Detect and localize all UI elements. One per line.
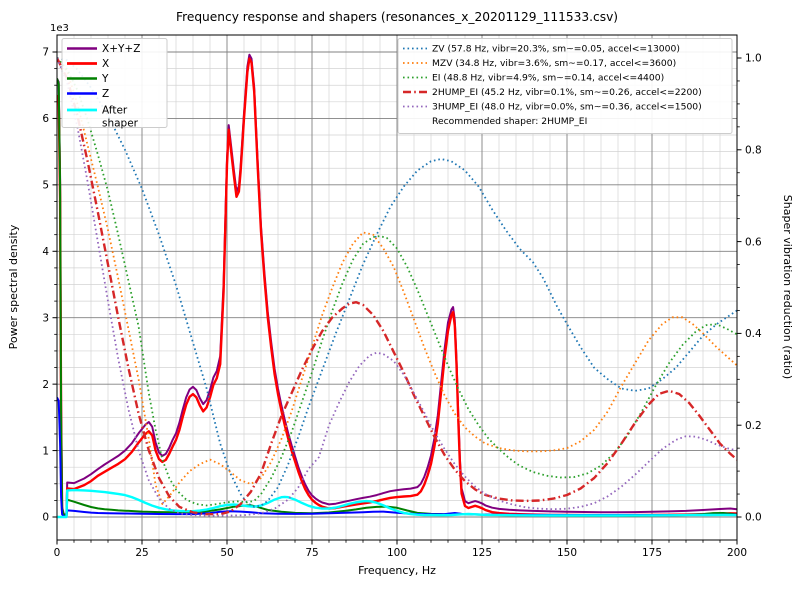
legend-label: X+Y+Z xyxy=(102,43,140,55)
y-left-tick-label: 5 xyxy=(42,180,49,192)
legend-item-x-y-z: X+Y+Z xyxy=(67,43,140,55)
legend-label: X xyxy=(102,58,109,70)
y-axis-left-label: Power spectral density xyxy=(7,224,20,349)
series-x xyxy=(57,57,737,517)
legend-left xyxy=(61,38,168,128)
x-tick-label: 25 xyxy=(135,547,148,559)
x-tick-label: 175 xyxy=(642,547,662,559)
x-axis-label: Frequency, Hz xyxy=(358,564,436,577)
y-left-tick-label: 3 xyxy=(42,312,49,324)
legend-item-z: Z xyxy=(67,88,109,100)
legend-label: EI (48.8 Hz, vibr=4.9%, sm~=0.14, accel<… xyxy=(432,73,664,84)
y-right-tick-label: 0.4 xyxy=(745,328,762,340)
legend-label: 3HUMP_EI (48.0 Hz, vibr=0.0%, sm~=0.36, … xyxy=(432,102,702,113)
y-axis-right-label: Shaper vibration reduction (ratio) xyxy=(781,195,794,379)
legend-item-x: X xyxy=(67,58,109,70)
y-right-tick-label: 0.6 xyxy=(745,236,762,248)
series-x-y-z xyxy=(57,53,737,516)
legend-label: MZV (34.8 Hz, vibr=3.6%, sm~=0.17, accel… xyxy=(432,58,676,69)
legend-label: Z xyxy=(102,88,109,100)
x-tick-label: 100 xyxy=(387,547,407,559)
x-tick-label: 0 xyxy=(54,547,61,559)
legend-right xyxy=(397,38,733,134)
legend-item-ei: EI (48.8 Hz, vibr=4.9%, sm~=0.14, accel<… xyxy=(403,73,664,84)
series-mzv xyxy=(57,57,737,505)
legend-label: shaper xyxy=(102,118,139,130)
legend-item-2hump-ei: 2HUMP_EI (45.2 Hz, vibr=0.1%, sm~=0.26, … xyxy=(403,87,702,98)
legend-label: After xyxy=(102,105,128,117)
legend-label: 2HUMP_EI (45.2 Hz, vibr=0.1%, sm~=0.26, … xyxy=(432,87,702,98)
legend-label: ZV (57.8 Hz, vibr=20.3%, sm~=0.05, accel… xyxy=(432,44,680,55)
y-left-tick-label: 2 xyxy=(42,379,49,391)
legend-recommended-note: Recommended shaper: 2HUMP_EI xyxy=(432,116,587,127)
legend-item-y: Y xyxy=(67,73,109,85)
y-right-tick-label: 1.0 xyxy=(745,53,762,65)
series-2hump-ei xyxy=(57,57,737,516)
x-tick-label: 75 xyxy=(305,547,318,559)
x-tick-label: 125 xyxy=(472,547,492,559)
y-left-tick-label: 7 xyxy=(42,47,49,59)
series-3hump-ei xyxy=(57,57,737,517)
x-tick-label: 200 xyxy=(727,547,747,559)
y-right-tick-label: 0.2 xyxy=(745,420,762,432)
y-left-tick-label: 6 xyxy=(42,113,49,125)
x-tick-label: 50 xyxy=(220,547,233,559)
y-left-tick-label: 4 xyxy=(42,246,49,258)
axes-layer: 0 25 50 75 100 125 150 175 200 0 1 2 3 4 5 6 7 0.0 0.2 0.4 0… xyxy=(42,34,762,559)
series-layer xyxy=(57,53,737,519)
legend-item-mzv: MZV (34.8 Hz, vibr=3.6%, sm~=0.17, accel… xyxy=(403,58,676,69)
legend-item-zv: ZV (57.8 Hz, vibr=20.3%, sm~=0.05, accel… xyxy=(403,44,680,55)
y-axis-offset-label: 1e3 xyxy=(50,23,69,34)
legend-item-3hump-ei: 3HUMP_EI (48.0 Hz, vibr=0.0%, sm~=0.36, … xyxy=(403,102,702,113)
y-right-tick-label: 0.8 xyxy=(745,145,762,157)
y-right-tick-label: 0.0 xyxy=(745,512,762,524)
y-left-tick-label: 1 xyxy=(42,445,49,457)
series-after-shaper xyxy=(57,488,737,519)
y-left-tick-label: 0 xyxy=(42,512,49,524)
chart-title: Frequency response and shapers (resonanc… xyxy=(176,10,618,24)
x-tick-label: 150 xyxy=(557,547,577,559)
legend-label: Y xyxy=(101,73,109,85)
